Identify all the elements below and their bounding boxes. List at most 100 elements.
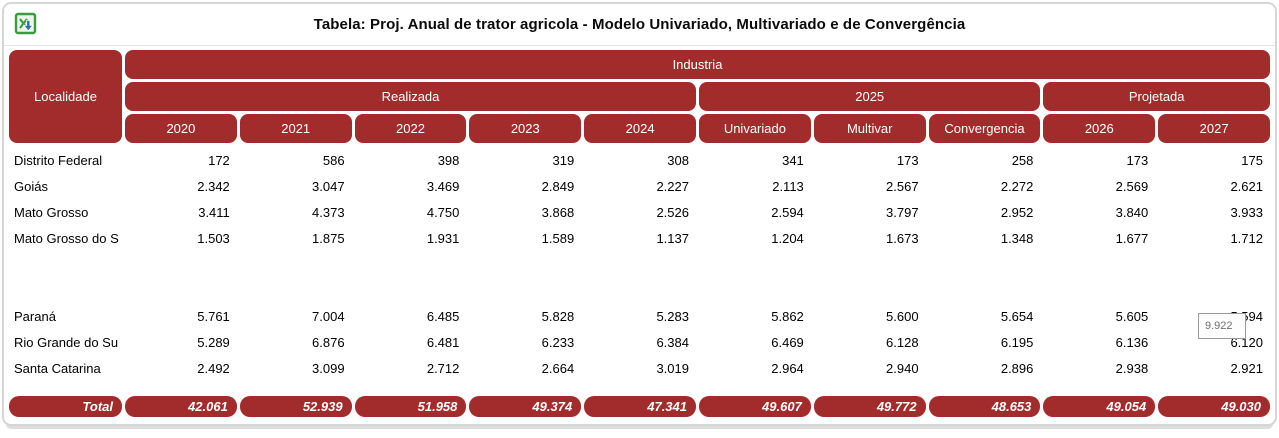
total-row: Total 42.061 52.939 51.958 49.374 47.341 49.60… [4,396,1275,417]
cell-value: 5.761 [197,308,230,324]
cell-value: 3.868 [541,204,575,220]
cell-value: 5.600 [886,308,919,324]
cell-value: 175 [1241,152,1263,168]
cell-value: 172 [208,152,230,168]
header-realizada: Realizada [125,82,696,111]
title-bar: Tabela: Proj. Anual de trator agricola -… [4,4,1275,46]
cell-value: 2.492 [197,360,230,376]
cell-value: 2.569 [1115,178,1149,194]
cell-value: 319 [552,152,575,168]
cell-value: 2.664 [541,360,575,376]
cell-value: 308 [667,152,689,168]
table-panel: Tabela: Proj. Anual de trator agricola -… [2,2,1277,426]
cell-value: 6.136 [1115,334,1149,350]
header-projetada: Projetada [1043,82,1270,111]
table-row: Rio Grande do Su 5.289 6.876 6.481 6.233 6.38… [4,329,1275,355]
cell-value: 2.272 [1000,178,1034,194]
table-row: Santa Catarina 2.492 3.099 2.712 2.664 3.019 2… [4,355,1275,381]
cell-value: 5.654 [1000,308,1034,324]
row-label: Paraná [14,308,56,324]
column-header: 2021 [239,114,352,143]
column-header: 2024 [584,114,696,143]
table-row [4,277,1275,303]
header-2025: 2025 [699,82,1041,111]
column-header: 2022 [354,114,467,143]
row-label: Goiás [14,178,48,194]
cell-value: 6.195 [1000,334,1034,350]
cell-value: 173 [896,152,919,168]
cell-value: 2.594 [771,204,804,220]
total-value: 48.653 [928,396,1041,417]
total-value: 49.030 [1158,396,1270,417]
cell-value: 2.567 [886,178,919,194]
table-title: Tabela: Proj. Anual de trator agricola -… [313,16,966,33]
row-label: Distrito Federal [14,152,103,168]
total-value: 47.341 [584,396,696,417]
row-label: Rio Grande do Su [14,334,119,350]
cell-value: 3.411 [198,204,230,220]
cell-value: 6.233 [541,334,575,350]
column-header: 2023 [469,114,582,143]
cell-value: 6.384 [656,334,689,350]
cell-value: 2.113 [772,178,804,194]
cell-value: 6.128 [886,334,919,350]
cell-value: 2.921 [1230,360,1263,376]
cell-value: 1.204 [771,230,804,246]
row-label: Mato Grosso do S [14,230,119,246]
row-label: Mato Grosso [14,204,89,220]
cell-value: 2.940 [886,360,919,376]
table-header: Localidade Industria Realizada 2025 Proj… [4,50,1275,143]
cell-value: 3.047 [312,178,345,194]
cell-value: 2.938 [1115,360,1149,376]
cell-value: 2.712 [426,360,460,376]
total-value: 51.958 [354,396,467,417]
cell-value: 2.342 [197,178,230,194]
cell-value: 398 [437,152,460,168]
cell-value: 1.137 [656,230,689,246]
body-total-gap [4,381,1275,396]
cell-value: 1.712 [1230,230,1263,246]
column-header: 2026 [1043,114,1156,143]
cell-value: 258 [1011,152,1034,168]
column-header: 2027 [1158,114,1270,143]
cell-value: 3.840 [1115,204,1149,220]
cell-value: 6.876 [312,334,345,350]
column-header: 2020 [125,114,237,143]
cell-value: 173 [1126,152,1149,168]
cell-value: 2.964 [771,360,804,376]
cell-value: 1.348 [1000,230,1034,246]
excel-export-button[interactable] [14,12,40,38]
cell-value: 1.503 [197,230,230,246]
cell-value: 6.481 [426,334,460,350]
row-label: Santa Catarina [14,360,101,376]
cell-value: 1.673 [886,230,919,246]
cell-value: 2.896 [1000,360,1034,376]
total-value: 52.939 [239,396,352,417]
cell-value: 3.469 [426,178,460,194]
cell-value: 4.373 [312,204,345,220]
column-header: Univariado [699,114,811,143]
total-value: 49.374 [469,396,582,417]
total-value: 49.054 [1043,396,1156,417]
column-header: Convergencia [928,114,1041,143]
cell-value: 5.828 [541,308,575,324]
cell-value: 6.469 [771,334,804,350]
cell-value: 2.526 [656,204,689,220]
table-row: Distrito Federal 172 586 398 319 308 341 173 258… [4,147,1275,173]
cell-value: 4.750 [426,204,460,220]
cell-value: 3.099 [312,360,345,376]
cell-value: 3.933 [1230,204,1263,220]
table-row [4,251,1275,277]
cell-value: 5.605 [1115,308,1149,324]
total-value: 49.772 [813,396,926,417]
cell-value: 586 [322,152,345,168]
cell-value: 6.485 [426,308,460,324]
cell-value: 5.862 [771,308,804,324]
cell-value: 1.931 [426,230,460,246]
total-label: Total [9,396,122,417]
cell-value: 5.283 [656,308,689,324]
cell-value: 1.677 [1115,230,1149,246]
cell-value: 2.621 [1230,178,1263,194]
header-industria: Industria [125,50,1270,79]
cell-value: 341 [782,152,804,168]
